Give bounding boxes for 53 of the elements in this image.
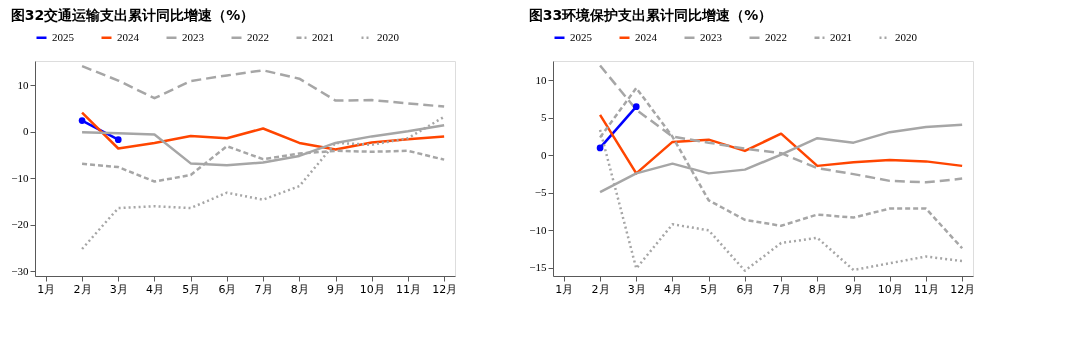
x-tick-label: 8月 bbox=[808, 282, 827, 296]
line-series bbox=[80, 115, 446, 251]
y-tick-label: −15 bbox=[529, 261, 547, 274]
x-tick-label: 9月 bbox=[327, 282, 346, 296]
x-tick-label: 7月 bbox=[772, 282, 791, 296]
y-tick-label: −10 bbox=[529, 223, 547, 236]
x-tick-label: 6月 bbox=[218, 282, 237, 296]
x-tick-label: 4月 bbox=[145, 282, 164, 296]
x-tick-label: 5月 bbox=[182, 282, 201, 296]
line-series bbox=[80, 111, 446, 151]
legend-label: 2020 bbox=[377, 30, 400, 43]
y-tick-label: 10 bbox=[535, 73, 547, 86]
y-tick-label: 10 bbox=[17, 78, 29, 91]
y-tick-label: 0 bbox=[23, 125, 29, 138]
x-tick-label: 8月 bbox=[290, 282, 309, 296]
x-tick-label: 3月 bbox=[109, 282, 128, 296]
y-tick-label: 0 bbox=[541, 148, 547, 161]
legend-label: 2024 bbox=[635, 30, 658, 43]
line-series bbox=[80, 64, 446, 108]
x-tick-label: 4月 bbox=[663, 282, 682, 296]
x-tick-label: 2月 bbox=[591, 282, 610, 296]
chart-title: 图32交通运输支出累计同比增速（%） bbox=[10, 7, 255, 23]
x-tick-label: 12月 bbox=[432, 282, 458, 296]
legend-label: 2021 bbox=[312, 30, 334, 43]
legend-label: 2023 bbox=[182, 30, 205, 43]
legend-label: 2022 bbox=[765, 30, 787, 43]
x-tick-label: 7月 bbox=[254, 282, 273, 296]
line-series bbox=[598, 113, 964, 175]
y-tick-label: −30 bbox=[11, 264, 29, 277]
y-tick-label: −10 bbox=[11, 171, 29, 184]
y-tick-label: 5 bbox=[541, 111, 547, 124]
legend-label: 2023 bbox=[700, 30, 723, 43]
x-tick-label: 12月 bbox=[950, 282, 976, 296]
y-tick-label: −20 bbox=[11, 218, 29, 231]
x-tick-label: 1月 bbox=[555, 282, 574, 296]
x-tick-label: 11月 bbox=[913, 282, 939, 296]
legend-label: 2025 bbox=[570, 30, 593, 43]
x-tick-label: 10月 bbox=[359, 282, 385, 296]
chart-title: 图33环境保护支出累计同比增速（%） bbox=[528, 7, 773, 23]
x-tick-label: 3月 bbox=[627, 282, 646, 296]
legend-label: 2025 bbox=[52, 30, 75, 43]
x-tick-label: 5月 bbox=[700, 282, 719, 296]
legend-label: 2024 bbox=[117, 30, 140, 43]
x-tick-label: 6月 bbox=[736, 282, 755, 296]
legend-label: 2021 bbox=[830, 30, 852, 43]
x-tick-label: 11月 bbox=[395, 282, 421, 296]
y-tick-label: −5 bbox=[534, 186, 547, 199]
x-tick-label: 10月 bbox=[877, 282, 903, 296]
x-tick-label: 9月 bbox=[845, 282, 864, 296]
x-tick-label: 1月 bbox=[37, 282, 56, 296]
x-tick-label: 2月 bbox=[73, 282, 92, 296]
legend-label: 2020 bbox=[895, 30, 918, 43]
legend-label: 2022 bbox=[247, 30, 269, 43]
